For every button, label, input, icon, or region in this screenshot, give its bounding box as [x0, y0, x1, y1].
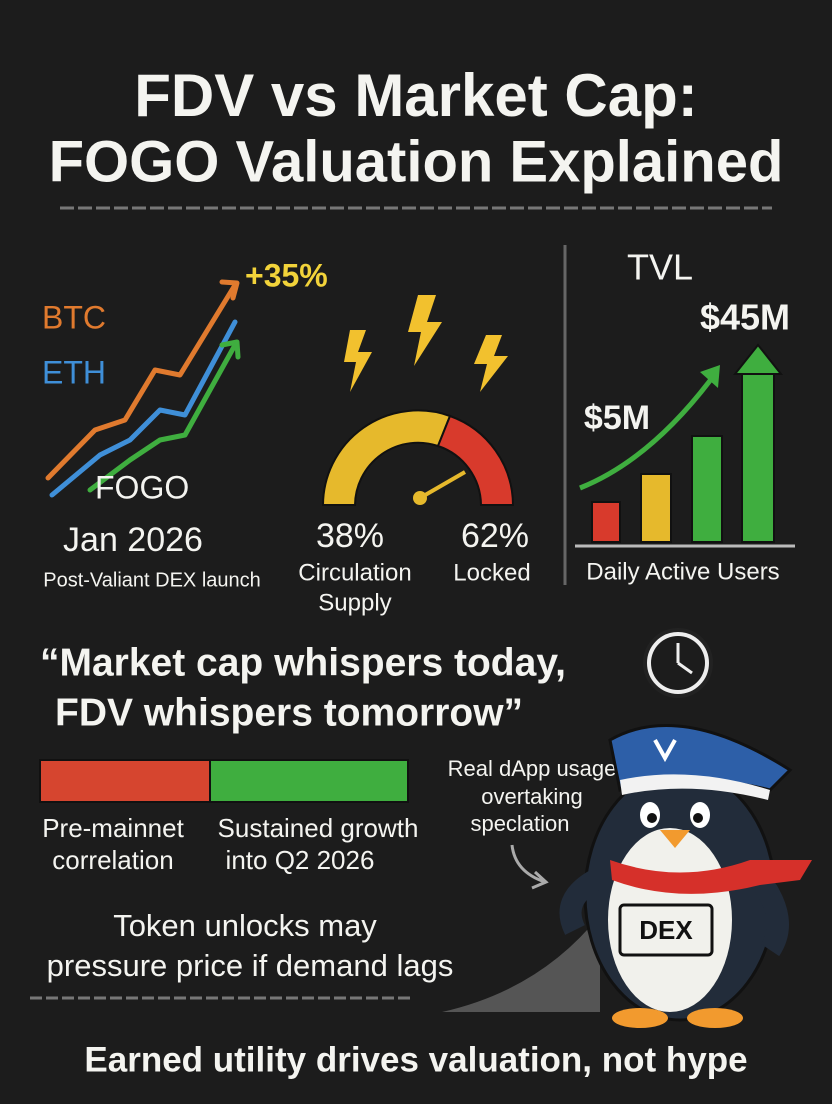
circulating-label: Circulation — [298, 559, 411, 586]
note-line: overtaking — [481, 784, 583, 809]
badge — [618, 903, 714, 957]
timeline-label: Sustained growth — [218, 813, 419, 843]
gauge-locked — [436, 414, 515, 506]
price-lines — [45, 279, 241, 498]
gauge-needle — [418, 470, 467, 500]
mascot — [559, 724, 812, 1028]
timeline-label: correlation — [52, 845, 173, 875]
title-line: FDV vs Market Cap: — [134, 62, 698, 129]
timeline-segment — [39, 759, 211, 803]
gauge-hub — [413, 491, 427, 505]
fogo-label: FOGO — [95, 469, 189, 505]
lightning — [344, 295, 508, 392]
note-line: speclation — [470, 811, 569, 836]
caption: Post-Valiant DEX launch — [43, 569, 261, 591]
tvl-title: TVL — [627, 247, 693, 288]
timeline-label: Pre-mainnet — [42, 813, 184, 843]
gauge-circulating — [321, 409, 452, 506]
warning-line: Token unlocks may — [113, 908, 377, 943]
footer: Earned utility drives valuation, not hyp… — [84, 1040, 747, 1079]
warning-line: pressure price if demand lags — [47, 948, 454, 983]
note-line: Real dApp usage — [448, 756, 617, 781]
timeline-segment — [209, 759, 409, 803]
growth-arrow-head — [700, 365, 720, 388]
circulating-percent: 38% — [316, 517, 384, 555]
tvl-high: $45M — [700, 297, 790, 338]
eth-label: ETH — [42, 354, 106, 390]
growth-arrow — [579, 376, 714, 491]
quote-line: FDV whispers tomorrow” — [55, 691, 523, 734]
timeline-label: into Q2 2026 — [226, 845, 375, 875]
circulating-label: Supply — [318, 589, 391, 616]
clock — [643, 628, 713, 698]
badge-label: DEX — [639, 915, 693, 945]
title-line: FOGO Valuation Explained — [49, 129, 784, 194]
ramp — [442, 915, 600, 1012]
gain-label: +35% — [245, 257, 328, 293]
date-label: Jan 2026 — [63, 521, 203, 559]
locked-label: Locked — [453, 559, 530, 586]
quote-line: “Market cap whispers today, — [40, 641, 566, 684]
tvl-caption: Daily Active Users — [586, 558, 779, 585]
locked-percent: 62% — [461, 517, 529, 555]
tvl-bars — [591, 343, 784, 543]
tvl-low: $5M — [584, 399, 650, 437]
btc-label: BTC — [42, 299, 106, 335]
note-arrow — [510, 844, 549, 890]
